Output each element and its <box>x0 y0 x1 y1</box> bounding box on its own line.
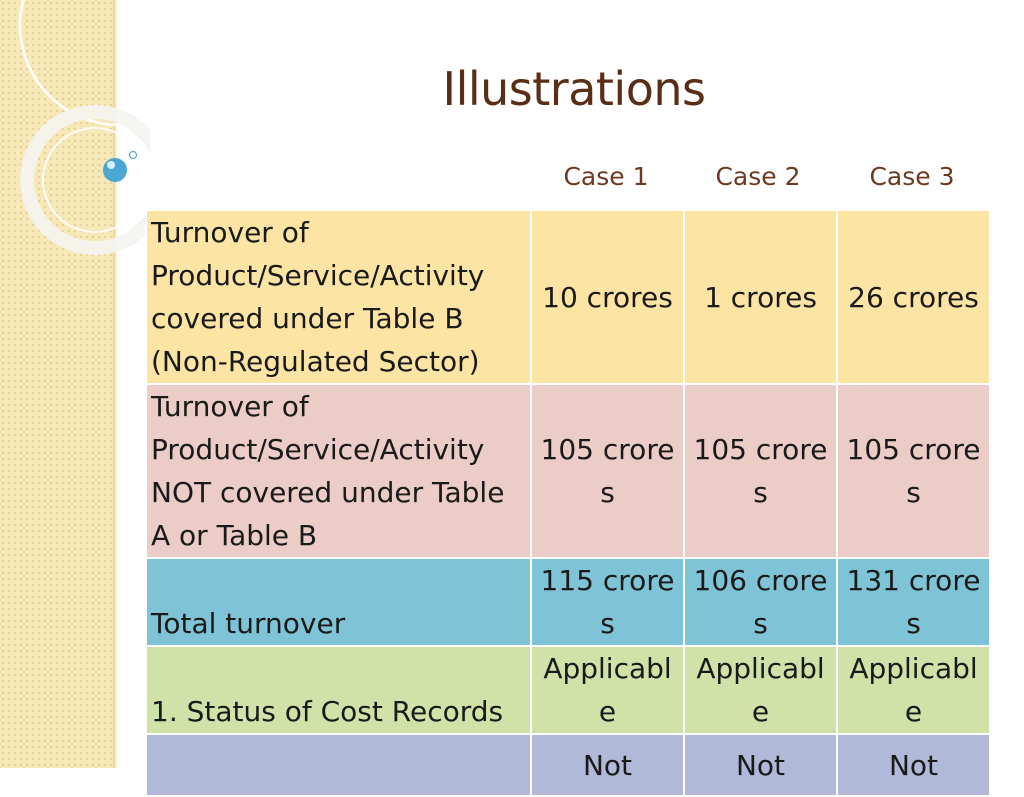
case-1-value: 10 crores <box>530 209 685 385</box>
case-1-value: Not <box>530 733 685 797</box>
case-3-value: Not <box>836 733 991 797</box>
row-label: 1. Status of Cost Records <box>145 645 532 735</box>
case-3-header: Case 3 <box>869 162 955 191</box>
decorative-circles <box>18 0 150 255</box>
case-2-value: 106 crores <box>683 557 838 647</box>
case-3-value: 26 crores <box>836 209 991 385</box>
case-3-value: 105 crores <box>836 383 991 559</box>
case-2-value: 105 crores <box>683 383 838 559</box>
side-strip-border <box>113 0 117 768</box>
blue-bead <box>103 158 127 182</box>
case-2-header: Case 2 <box>715 162 801 191</box>
case-2-value: 1 crores <box>683 209 838 385</box>
case-2-value: Not <box>683 733 838 797</box>
case-1-value: Applicable <box>530 645 685 735</box>
case-1-value: 105 crores <box>530 383 685 559</box>
small-bead <box>128 150 138 160</box>
slide-title: Illustrations <box>442 62 706 116</box>
case-2-value: Applicable <box>683 645 838 735</box>
table-row: Total turnover 115 crores 106 crores 131… <box>145 557 991 647</box>
row-label: Turnover of Product/Service/Activity NOT… <box>145 383 532 559</box>
large-ring <box>18 0 150 127</box>
table-row: Not Not Not <box>145 733 991 797</box>
table-row: 1. Status of Cost Records Applicable App… <box>145 645 991 735</box>
case-3-value: 131 crores <box>836 557 991 647</box>
table-row: Turnover of Product/Service/Activity cov… <box>145 209 991 385</box>
table-row: Turnover of Product/Service/Activity NOT… <box>145 383 991 559</box>
blue-bead-highlight <box>107 161 115 169</box>
middle-ring <box>20 105 150 255</box>
case-1-value: 115 crores <box>530 557 685 647</box>
row-label <box>145 733 532 797</box>
row-label: Turnover of Product/Service/Activity cov… <box>145 209 532 385</box>
row-label: Total turnover <box>145 557 532 647</box>
case-1-header: Case 1 <box>563 162 649 191</box>
case-3-value: Applicable <box>836 645 991 735</box>
inner-ring <box>42 127 148 233</box>
illustrations-table: Turnover of Product/Service/Activity cov… <box>145 209 991 797</box>
